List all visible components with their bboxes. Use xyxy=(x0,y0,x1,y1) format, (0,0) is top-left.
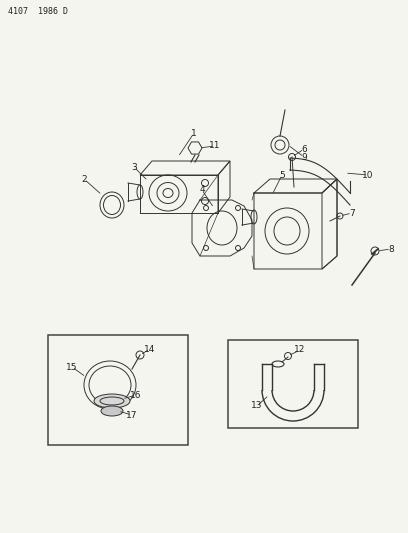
Text: 13: 13 xyxy=(251,401,263,410)
Text: 7: 7 xyxy=(349,208,355,217)
Bar xyxy=(228,340,358,428)
Text: 11: 11 xyxy=(209,141,221,150)
Ellipse shape xyxy=(94,394,130,408)
Text: 9: 9 xyxy=(301,152,307,161)
Bar xyxy=(48,335,188,445)
Text: 16: 16 xyxy=(130,391,142,400)
Text: 4: 4 xyxy=(199,185,205,195)
Text: 14: 14 xyxy=(144,344,156,353)
Text: 12: 12 xyxy=(294,345,306,354)
Text: 15: 15 xyxy=(66,362,78,372)
Text: 2: 2 xyxy=(81,174,87,183)
Text: 5: 5 xyxy=(279,171,285,180)
Text: 3: 3 xyxy=(131,163,137,172)
Text: 17: 17 xyxy=(126,410,138,419)
Text: 8: 8 xyxy=(388,245,394,254)
Ellipse shape xyxy=(101,406,123,416)
Text: 10: 10 xyxy=(362,171,374,180)
Text: 4107  1986 D: 4107 1986 D xyxy=(8,7,68,16)
Text: 1: 1 xyxy=(191,128,197,138)
Text: 6: 6 xyxy=(301,144,307,154)
